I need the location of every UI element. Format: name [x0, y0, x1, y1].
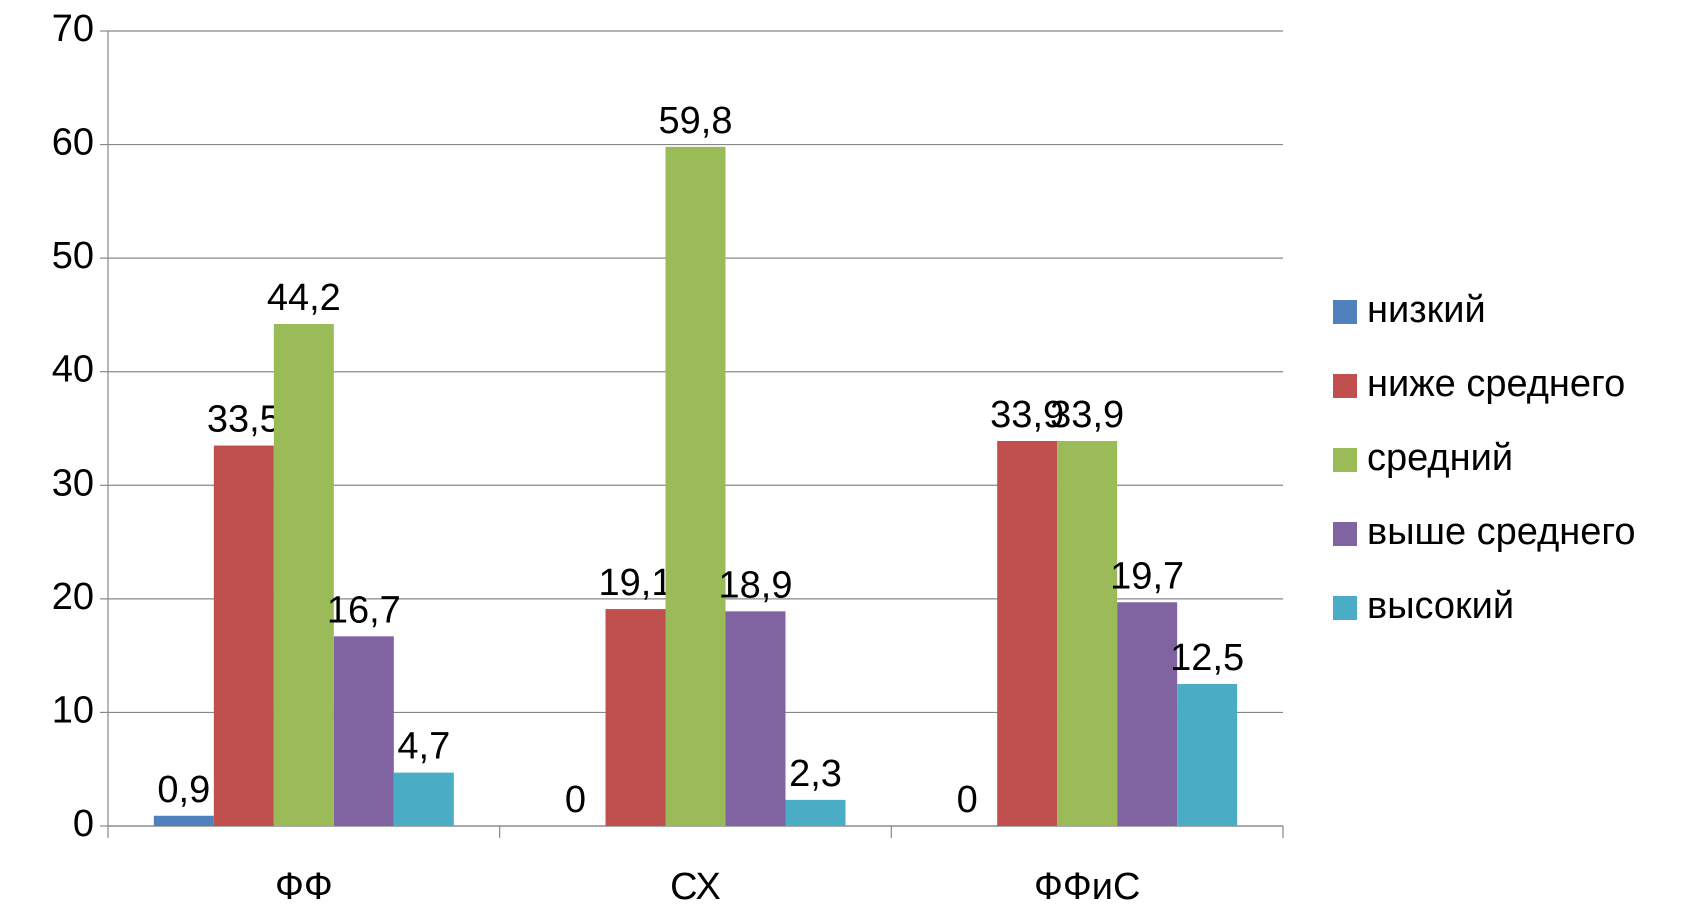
bar	[997, 440, 1058, 826]
data-label: 0	[957, 779, 978, 821]
y-tick-label: 0	[73, 803, 94, 845]
bar	[1117, 602, 1178, 826]
bar	[725, 611, 786, 826]
data-label: 33,5	[207, 399, 281, 441]
legend-label: средний	[1367, 437, 1513, 479]
bar	[785, 799, 846, 826]
data-label: 44,2	[267, 277, 341, 319]
legend-label: ниже среднего	[1367, 363, 1625, 405]
y-tick-label: 50	[52, 235, 94, 277]
legend-label: выше среднего	[1367, 511, 1636, 553]
data-label: 59,8	[659, 100, 733, 142]
y-tick-label: 70	[52, 8, 94, 50]
bar	[1177, 684, 1238, 826]
legend-swatch	[1333, 596, 1357, 620]
bar	[393, 772, 454, 826]
legend-swatch	[1333, 374, 1357, 398]
x-tick-label: ФФиС	[1034, 866, 1140, 904]
x-tick-label: СХ	[670, 866, 721, 904]
data-label: 33,9	[990, 394, 1064, 436]
legend-swatch	[1333, 522, 1357, 546]
y-tick-label: 40	[52, 349, 94, 391]
data-label: 2,3	[789, 753, 842, 795]
legend-label: низкий	[1367, 289, 1486, 331]
data-label: 33,9	[1050, 394, 1124, 436]
legend-swatch	[1333, 300, 1357, 324]
data-label: 18,9	[719, 564, 793, 606]
data-label: 19,1	[599, 562, 673, 604]
bar	[605, 609, 666, 826]
data-label: 12,5	[1170, 637, 1244, 679]
bar	[333, 636, 394, 826]
y-tick-label: 20	[52, 576, 94, 618]
data-label: 16,7	[327, 589, 401, 631]
bar	[213, 445, 274, 826]
y-tick-label: 10	[52, 689, 94, 731]
y-tick-label: 60	[52, 122, 94, 164]
legend-label: высокий	[1367, 585, 1514, 627]
x-tick-label: ФФ	[275, 866, 333, 904]
bar	[153, 815, 214, 826]
data-label: 0	[565, 779, 586, 821]
data-label: 19,7	[1110, 555, 1184, 597]
bar	[665, 146, 726, 827]
data-label: 4,7	[397, 726, 450, 768]
bar	[273, 324, 334, 826]
bar	[1057, 440, 1118, 826]
legend-swatch	[1333, 448, 1357, 472]
data-label: 0,9	[157, 769, 210, 811]
y-tick-label: 30	[52, 462, 94, 504]
